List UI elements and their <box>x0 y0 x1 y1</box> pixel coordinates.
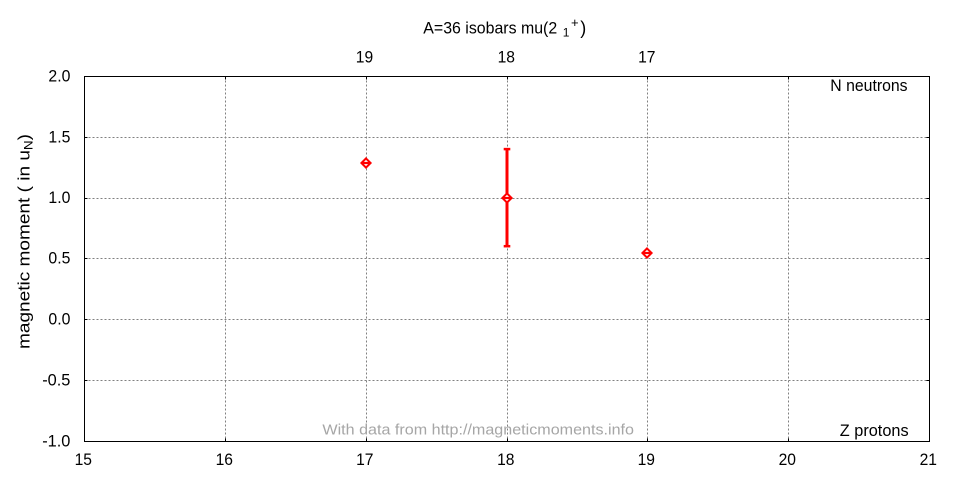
svg-text:2.0: 2.0 <box>48 67 70 86</box>
svg-text:0.5: 0.5 <box>48 249 70 268</box>
svg-text:-1.0: -1.0 <box>42 432 70 451</box>
svg-text:1: 1 <box>563 26 570 40</box>
svg-text:1.0: 1.0 <box>48 188 70 207</box>
svg-text:magnetic moment ( in uN): magnetic moment ( in uN) <box>15 134 36 349</box>
svg-text:+: + <box>571 15 579 30</box>
svg-text:16: 16 <box>216 450 233 469</box>
svg-text:20: 20 <box>779 450 796 469</box>
svg-text:-0.5: -0.5 <box>42 371 70 390</box>
svg-text:18: 18 <box>498 47 515 66</box>
svg-text:A=36 isobars mu(2: A=36 isobars mu(2 <box>423 19 557 38</box>
svg-text:1.5: 1.5 <box>48 128 70 147</box>
svg-text:Z protons: Z protons <box>840 421 909 440</box>
svg-text:15: 15 <box>75 450 92 469</box>
svg-text:With data from http://magnetic: With data from http://magneticmoments.in… <box>322 422 634 439</box>
svg-text:): ) <box>580 18 586 38</box>
svg-text:19: 19 <box>356 47 373 66</box>
svg-text:19: 19 <box>638 450 655 469</box>
svg-text:17: 17 <box>356 450 373 469</box>
svg-text:N neutrons: N neutrons <box>830 76 907 95</box>
svg-text:17: 17 <box>638 47 655 66</box>
svg-text:21: 21 <box>920 450 937 469</box>
svg-text:0.0: 0.0 <box>48 310 70 329</box>
svg-text:18: 18 <box>497 450 514 469</box>
